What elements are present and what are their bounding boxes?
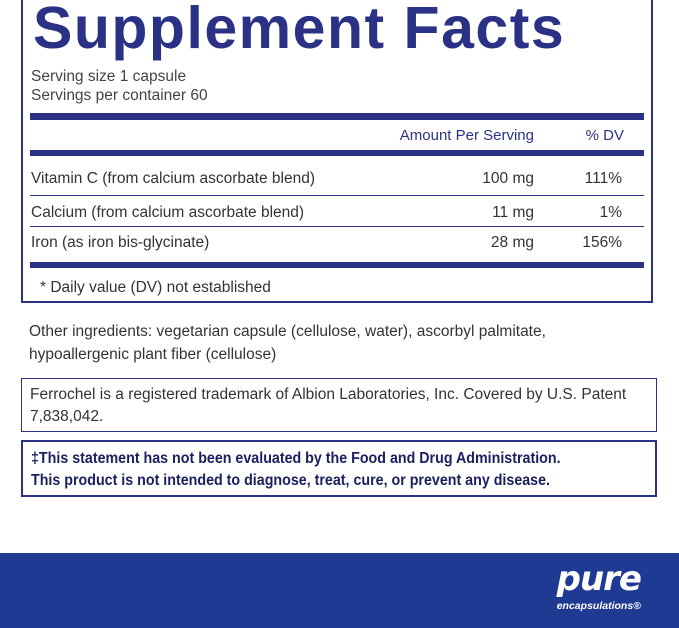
- nutrient-row: Vitamin C (from calcium ascorbate blend)…: [30, 163, 644, 193]
- thick-divider: [30, 150, 644, 156]
- dv-header: % DV: [585, 127, 624, 144]
- dv-footnote: * Daily value (DV) not established: [40, 279, 271, 296]
- nutrient-name: Calcium (from calcium ascorbate blend): [31, 204, 305, 221]
- thick-divider: [30, 262, 644, 268]
- panel-title: Supplement Facts: [33, 0, 566, 61]
- fda-line-2: This product is not intended to diagnose…: [31, 472, 551, 489]
- brand-footer-band: pure encapsulations®: [0, 553, 679, 628]
- nutrient-name: Iron (as iron bis-glycinate): [31, 234, 210, 251]
- nutrient-row: Calcium (from calcium ascorbate blend) 1…: [30, 197, 644, 227]
- row-divider: [30, 195, 644, 196]
- nutrient-amount: 11 mg: [492, 204, 534, 221]
- row-divider: [30, 226, 644, 227]
- logo-subtext: encapsulations®: [556, 600, 641, 612]
- nutrient-dv: 111%: [584, 170, 622, 187]
- nutrient-row: Iron (as iron bis-glycinate) 28 mg 156%: [30, 227, 644, 257]
- fda-line-1: ‡This statement has not been evaluated b…: [31, 450, 561, 467]
- amount-header: Amount Per Serving: [399, 127, 534, 144]
- nutrient-name: Vitamin C (from calcium ascorbate blend): [31, 170, 315, 187]
- serving-size: Serving size 1 capsule: [31, 68, 187, 85]
- supplement-facts-panel: Supplement Facts Serving size 1 capsule …: [21, 0, 653, 303]
- nutrient-dv: 1%: [599, 204, 622, 221]
- logo-wordmark: pure: [556, 559, 642, 599]
- other-ingredients: Other ingredients: vegetarian capsule (c…: [29, 323, 546, 363]
- nutrient-dv: 156%: [582, 234, 622, 251]
- thick-divider: [30, 113, 644, 120]
- fda-disclaimer: ‡This statement has not been evaluated b…: [21, 440, 657, 497]
- servings-per-container: Servings per container 60: [31, 87, 208, 104]
- brand-logo: pure encapsulations®: [556, 559, 642, 613]
- nutrient-amount: 100 mg: [482, 170, 534, 187]
- nutrient-amount: 28 mg: [490, 234, 534, 251]
- trademark-notice: Ferrochel is a registered trademark of A…: [21, 378, 657, 432]
